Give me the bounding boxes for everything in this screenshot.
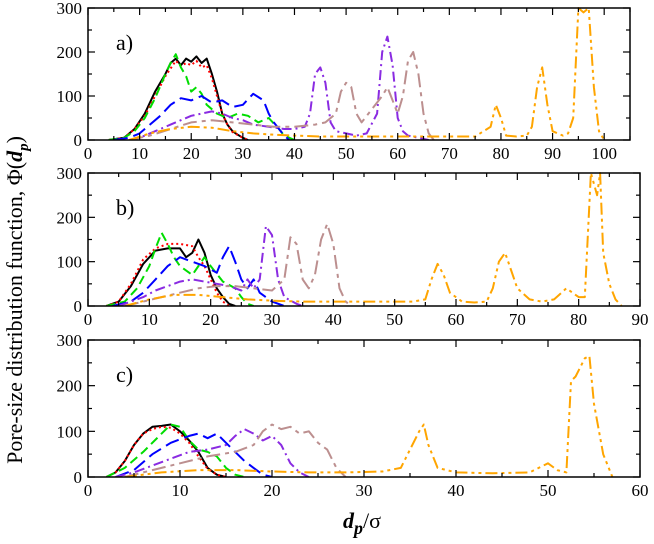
y-axis-title: Pore-size distribution function, Φ(dp)	[2, 136, 32, 464]
panel-label: b)	[116, 195, 134, 220]
series-line-black	[106, 238, 236, 306]
panel-1: 0 10 20 30 40 50 60 70 80 90 100 0 100 200 300 a)	[57, 0, 631, 163]
x-tick-label: 100	[591, 144, 617, 163]
x-tick-label: 50	[338, 144, 355, 163]
y-axis-title-prefix: Pore-size distribution function, Φ(	[2, 162, 27, 464]
x-tick-label: 30	[234, 144, 251, 163]
x-axis-title-var: d	[343, 508, 355, 533]
series-line-green	[105, 423, 245, 477]
x-tick-label: 70	[441, 144, 458, 163]
series-line-purple	[115, 428, 310, 477]
series-line-purple	[118, 225, 304, 306]
series-line-blue	[113, 92, 290, 140]
x-tick-label: 40	[325, 310, 342, 329]
x-tick-label: 10	[131, 144, 148, 163]
x-tick-label: 0	[84, 481, 93, 500]
series-line-black	[105, 423, 227, 477]
x-axis-title: dp/σ	[343, 508, 381, 538]
series-group	[105, 355, 614, 477]
series-line-tan	[124, 223, 353, 306]
x-tick-label: 90	[632, 310, 649, 329]
series-group	[106, 172, 623, 306]
y-axis-title-sub: p	[16, 143, 32, 153]
y-axis-title-suffix: )	[2, 136, 27, 143]
y-tick-label: 300	[57, 0, 83, 18]
x-tick-label: 10	[172, 481, 189, 500]
series-line-green	[108, 53, 295, 140]
y-tick-label: 100	[57, 87, 83, 106]
y-tick-label: 0	[74, 131, 83, 150]
y-tick-label: 300	[57, 331, 83, 350]
x-tick-label: 60	[389, 144, 406, 163]
series-line-red	[106, 242, 230, 306]
series-line-orange	[124, 355, 614, 477]
y-tick-label: 200	[57, 377, 83, 396]
panel-2: 0 10 20 30 40 50 60 70 80 90 0 100 200 300 b)	[57, 164, 649, 329]
series-line-red	[108, 59, 249, 140]
series-line-purple	[129, 35, 429, 140]
series-line-orange	[124, 172, 623, 306]
series-line-orange	[128, 7, 606, 140]
x-tick-label: 30	[356, 481, 373, 500]
panel-3: 0 10 20 30 40 50 60 0 100 200 300 c)	[57, 331, 649, 500]
x-tick-label: 50	[386, 310, 403, 329]
x-tick-label: 20	[202, 310, 219, 329]
y-tick-label: 100	[57, 253, 83, 272]
series-line-tan	[129, 51, 435, 140]
series-line-blue	[115, 432, 273, 477]
plot-frame	[87, 172, 641, 307]
series-group	[108, 7, 606, 140]
x-tick-label: 80	[570, 310, 587, 329]
x-tick-label: 40	[448, 481, 465, 500]
x-tick-label: 60	[448, 310, 465, 329]
series-line-blue	[112, 245, 285, 306]
y-tick-label: 200	[57, 208, 83, 227]
panel-label: a)	[116, 30, 133, 55]
series-line-red	[105, 425, 227, 477]
x-axis-title-sub: p	[352, 518, 363, 538]
x-tick-label: 10	[141, 310, 158, 329]
x-tick-label: 0	[84, 144, 93, 163]
x-tick-label: 60	[632, 481, 649, 500]
y-tick-label: 100	[57, 422, 83, 441]
y-tick-label: 0	[74, 468, 83, 487]
x-tick-label: 80	[492, 144, 509, 163]
y-tick-label: 0	[74, 297, 83, 316]
series-line-green	[106, 231, 254, 306]
x-tick-label: 40	[286, 144, 303, 163]
x-tick-label: 50	[540, 481, 557, 500]
y-tick-label: 300	[57, 164, 83, 183]
y-tick-label: 200	[57, 43, 83, 62]
y-axis-title-var: d	[2, 150, 27, 162]
x-axis-title-suffix: /σ	[363, 508, 381, 533]
panel-label: c)	[116, 362, 133, 387]
plot-frame	[87, 339, 641, 478]
x-tick-label: 30	[264, 310, 281, 329]
x-tick-label: 90	[544, 144, 561, 163]
x-tick-label: 20	[264, 481, 281, 500]
x-tick-label: 70	[509, 310, 526, 329]
x-tick-label: 20	[183, 144, 200, 163]
plot-frame	[87, 7, 631, 141]
x-tick-label: 0	[84, 310, 93, 329]
